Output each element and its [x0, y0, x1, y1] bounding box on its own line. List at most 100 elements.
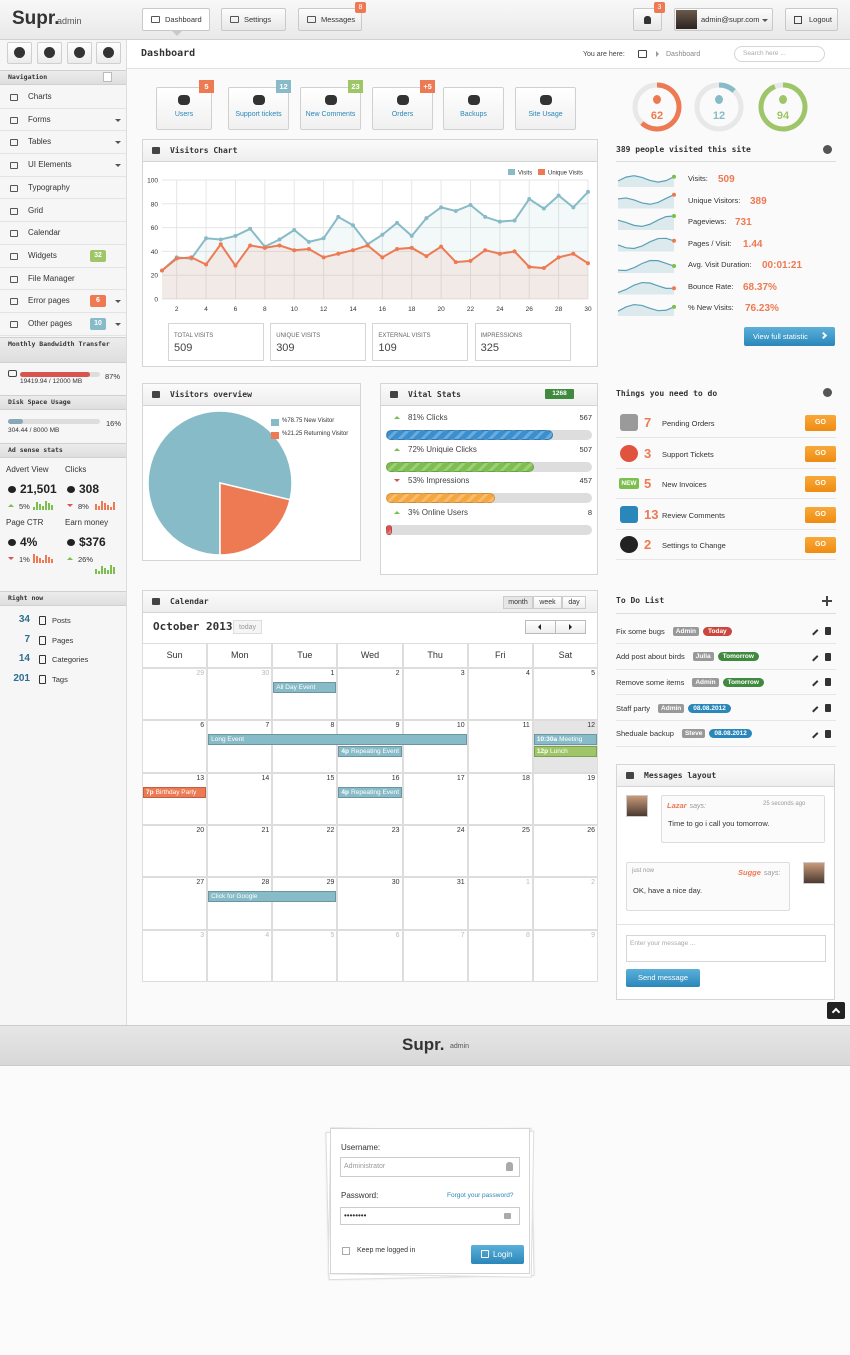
username-input[interactable]: Administrator	[340, 1157, 520, 1177]
day-cell[interactable]	[142, 668, 208, 721]
quick-button[interactable]	[515, 87, 576, 130]
nav-button[interactable]	[298, 8, 362, 31]
day-cell[interactable]	[532, 824, 598, 878]
quick-label[interactable]: New Comments	[305, 111, 356, 118]
quick-button[interactable]	[443, 87, 504, 130]
day-cell[interactable]	[142, 877, 208, 930]
day-cell[interactable]	[532, 877, 598, 930]
day-cell[interactable]	[337, 668, 403, 721]
nav-item[interactable]	[0, 109, 126, 132]
nav-button[interactable]	[142, 8, 210, 31]
go-button[interactable]: GO	[805, 506, 836, 523]
nav-item-label[interactable]: UI Elements	[28, 160, 72, 170]
nav-item-label[interactable]: Calendar	[28, 228, 61, 238]
view-button[interactable]: week	[533, 596, 562, 609]
day-cell[interactable]	[337, 929, 403, 982]
day-cell[interactable]	[272, 877, 338, 930]
day-cell[interactable]	[207, 824, 273, 878]
logout-button[interactable]	[785, 8, 838, 31]
calendar-event[interactable]: Long Event	[208, 734, 467, 746]
day-cell[interactable]	[272, 929, 338, 982]
nav-item[interactable]	[0, 268, 126, 291]
day-cell[interactable]	[402, 668, 468, 721]
go-button[interactable]: GO	[805, 415, 836, 431]
day-cell[interactable]	[142, 824, 208, 878]
day-cell[interactable]	[467, 929, 533, 982]
quick-button[interactable]	[156, 87, 212, 130]
day-cell[interactable]	[402, 877, 468, 930]
nav-item-label[interactable]: Grid	[28, 205, 44, 215]
user-button[interactable]	[674, 8, 773, 31]
nav-button[interactable]	[221, 8, 286, 31]
day-cell[interactable]	[337, 824, 403, 878]
quick-label[interactable]: Users	[174, 111, 194, 118]
day-cell[interactable]	[207, 720, 273, 773]
nav-item[interactable]	[0, 131, 126, 155]
day-cell[interactable]	[272, 824, 338, 878]
nav-item[interactable]	[0, 177, 126, 200]
password-input[interactable]: ••••••••	[340, 1207, 520, 1225]
day-cell[interactable]	[207, 772, 273, 825]
nav-item[interactable]	[0, 200, 126, 223]
scroll-top[interactable]	[827, 1002, 845, 1019]
calendar-event[interactable]: All Day Event	[273, 682, 337, 693]
quick-label[interactable]: Support tickets	[235, 111, 282, 118]
go-button[interactable]: GO	[805, 537, 836, 553]
day-cell[interactable]	[467, 772, 533, 825]
search-input[interactable]: Search here ...	[734, 46, 825, 62]
nav-item[interactable]	[0, 245, 126, 268]
nav-item[interactable]	[0, 313, 126, 336]
user-name[interactable]: admin@supr.com	[701, 15, 760, 24]
remember-checkbox[interactable]	[342, 1247, 350, 1255]
day-cell[interactable]	[467, 877, 533, 930]
quick-label[interactable]: Backups	[460, 111, 487, 118]
send-button[interactable]: Send message	[626, 969, 700, 987]
nav-label[interactable]: Messages	[321, 15, 356, 24]
day-cell[interactable]	[402, 824, 468, 878]
todo-delete[interactable]	[825, 729, 831, 738]
day-cell[interactable]	[467, 720, 533, 773]
nav-label[interactable]: Dashboard	[165, 15, 202, 24]
day-cell[interactable]	[467, 824, 533, 878]
nav-item-label[interactable]: Tables	[28, 137, 52, 147]
view-stats-button[interactable]: View full statistic	[744, 327, 835, 346]
day-cell[interactable]	[337, 877, 403, 930]
day-cell[interactable]	[402, 772, 468, 825]
quick-button[interactable]	[300, 87, 361, 130]
login-button[interactable]: Login	[471, 1245, 524, 1264]
nav-label[interactable]: Settings	[244, 15, 272, 24]
go-button[interactable]: GO	[805, 445, 836, 462]
forgot-link[interactable]: Forgot your password?	[447, 1192, 514, 1199]
todo-delete[interactable]	[825, 627, 831, 635]
nav-item-label[interactable]: Widgets	[28, 250, 57, 260]
calendar-event[interactable]: 4p Repeating Event	[338, 786, 402, 798]
day-cell[interactable]	[142, 720, 208, 773]
day-cell[interactable]	[272, 720, 338, 773]
nav-item-label[interactable]: File Manager	[28, 273, 75, 283]
day-cell[interactable]	[207, 877, 273, 930]
day-cell[interactable]	[272, 772, 338, 825]
nav-item[interactable]	[0, 222, 126, 245]
todo-delete[interactable]	[825, 652, 831, 661]
day-cell[interactable]	[207, 668, 273, 721]
nav-item[interactable]	[0, 154, 126, 177]
day-cell[interactable]	[142, 929, 208, 982]
day-cell[interactable]	[467, 668, 533, 721]
day-cell[interactable]	[532, 929, 598, 982]
logout-label[interactable]: Logout	[809, 15, 832, 24]
quick-label[interactable]: Site Usage	[528, 111, 563, 118]
calendar-event[interactable]: 12p Lunch	[533, 746, 597, 758]
nav-item-label[interactable]: Forms	[28, 114, 51, 124]
calendar-event[interactable]: Click for Google	[208, 891, 337, 903]
day-cell[interactable]	[272, 668, 338, 721]
todo-delete[interactable]	[825, 704, 831, 713]
nav-item-label[interactable]: Error pages	[28, 296, 70, 306]
day-cell[interactable]	[402, 720, 468, 773]
calendar-event[interactable]: 7p Birthday Party	[143, 786, 207, 798]
todo-delete[interactable]	[825, 678, 831, 687]
today-button[interactable]: today	[233, 620, 262, 634]
quick-button[interactable]	[372, 87, 433, 130]
message-input[interactable]: Enter your message ...	[626, 935, 826, 962]
day-cell[interactable]	[142, 772, 208, 825]
nav-item[interactable]	[0, 290, 126, 313]
